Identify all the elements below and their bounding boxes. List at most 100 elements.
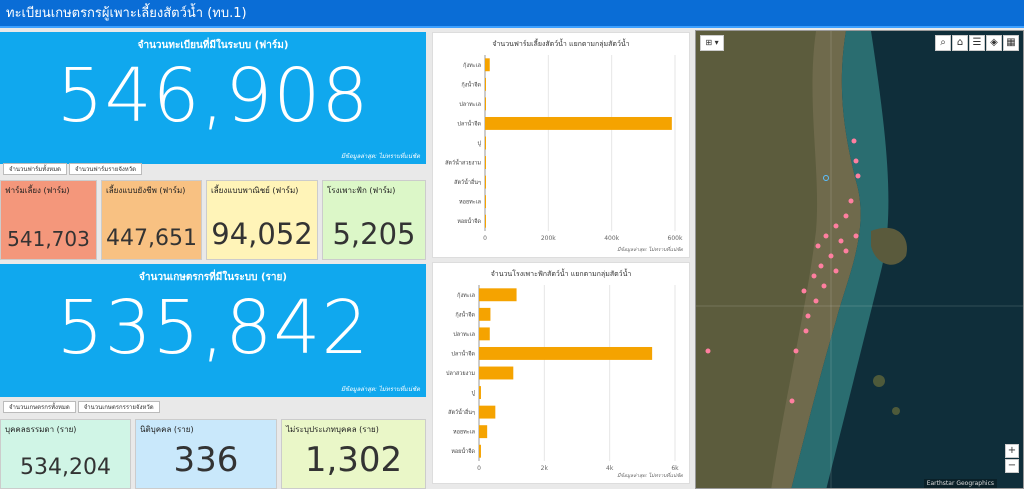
satellite-basemap[interactable] [696,31,1024,489]
farmers-card-0: บุคคลธรรมดา (ราย) 534,204 [0,419,131,489]
card-label: ฟาร์มเลี้ยง (ฟาร์ม) [5,186,70,195]
farm-total-note: มีข้อมูลล่าสุด: ไม่ทราบที่แน่ชัด [340,153,420,160]
bar[interactable] [479,327,490,341]
bar[interactable] [479,425,488,439]
map-view[interactable]: ⊞ ▾ ⌕ ⌂ ☰ ◈ ▦ + − Earthstar Geographics [695,30,1024,489]
bar[interactable] [485,214,486,228]
y-tick-label: สัตว์น้ำสวยงาม [445,159,481,167]
x-tick-label: 400k [604,235,619,242]
y-tick-label: สัตว์น้ำอื่นๆ [448,408,475,416]
x-tick-label: 600k [668,235,683,242]
farm-total-value: 546,908 [56,53,370,139]
chart-title: จำนวนโรงเพาะฟักสัตว์น้ำ แยกตามกลุ่มสัตว์… [490,270,632,278]
y-tick-label: ปลาทะเล [459,101,481,108]
y-tick-label: หอยน้ำจืด [451,447,475,455]
farmer-tabs: จำนวนเกษตรกรทั้งหมด จำนวนเกษตรกรรายจังหว… [3,401,160,413]
map-select-button[interactable]: ⊞ ▾ [700,35,724,51]
bar[interactable] [485,116,672,130]
chart-title: จำนวนฟาร์มเลี้ยงสัตว์น้ำ แยกตามกลุ่มสัตว… [492,40,630,48]
chart-note: มีข้อมูลล่าสุด: ไม่ทราบที่แน่ชัด [617,473,683,479]
chart-plot: 0 2k 4k 6k กุ้งทะเลกุ้งน้ำจืดปลาทะเลปลาน้ำจื… [446,285,679,472]
x-tick-label: 200k [541,235,556,242]
x-tick-label: 0 [483,235,487,242]
chart-note: มีข้อมูลล่าสุด: ไม่ทราบที่แน่ชัด [617,247,683,253]
bar[interactable] [479,444,481,458]
farms-card-1: เลี้ยงแบบยังชีพ (ฟาร์ม) 447,651 [101,180,202,260]
y-tick-label: สัตว์น้ำอื่นๆ [454,178,481,186]
bar[interactable] [485,136,486,150]
map-attribution: Earthstar Geographics [923,479,997,488]
card-value: 534,204 [20,455,111,480]
x-tick-label: 2k [541,465,549,472]
bar[interactable] [485,156,486,170]
x-tick-label: 4k [606,465,614,472]
farmer-total-note: มีข้อมูลล่าสุด: ไม่ทราบที่แน่ชัด [340,386,420,393]
bar[interactable] [479,346,653,360]
home-icon[interactable]: ⌂ [952,35,968,51]
farm-total-title: จำนวนทะเบียนที่มีในระบบ (ฟาร์ม) [137,40,289,51]
y-tick-label: ปู [478,140,482,147]
farm-total-panel: จำนวนทะเบียนที่มีในระบบ (ฟาร์ม) 546,908 … [0,32,426,164]
y-tick-label: ปลาน้ำจืด [451,349,475,357]
x-tick-label: 0 [477,465,481,472]
bar[interactable] [479,307,491,321]
card-value: 94,052 [211,217,313,251]
y-tick-label: ปู [472,390,476,397]
bar[interactable] [479,405,496,419]
card-value: 336 [173,440,239,480]
card-label: บุคคลธรรมดา (ราย) [5,425,77,434]
search-icon[interactable]: ⌕ [935,35,951,51]
farmers-card-1: นิติบุคคล (ราย) 336 [135,419,277,489]
y-tick-label: ปลาสวยงาม [446,370,475,377]
y-tick-label: ปลาทะเล [453,331,475,338]
farmer-total-title: จำนวนเกษตรกรที่มีในระบบ (ราย) [139,272,287,283]
bar[interactable] [479,288,517,302]
zoom-out-button[interactable]: − [1005,459,1019,473]
y-tick-label: หอยทะเล [453,430,475,436]
card-value: 541,703 [7,227,90,251]
basemap-icon[interactable]: ▦ [1003,35,1019,51]
card-label: นิติบุคคล (ราย) [140,425,194,434]
farmer-total-panel: จำนวนเกษตรกรที่มีในระบบ (ราย) 535,842 มี… [0,264,426,397]
bar[interactable] [485,77,486,91]
layers-icon[interactable]: ◈ [986,35,1002,51]
y-tick-label: กุ้งน้ำจืด [455,310,475,318]
bar[interactable] [485,175,486,189]
tab-farms-by-province[interactable]: จำนวนฟาร์มรายจังหวัด [68,163,142,175]
card-value: 1,302 [304,440,403,480]
tab-farmers-by-province[interactable]: จำนวนเกษตรกรรายจังหวัด [77,401,160,413]
card-label: โรงเพาะฟัก (ฟาร์ม) [327,186,396,195]
card-label: ไม่ระบุประเภทบุคคล (ราย) [286,425,379,434]
y-tick-label: หอยทะเล [459,200,481,206]
bar[interactable] [479,366,514,380]
farmer-total-value: 535,842 [56,285,370,371]
y-tick-label: ปลาน้ำจืด [457,119,481,127]
card-label: เลี้ยงแบบพาณิชย์ (ฟาร์ม) [211,186,299,195]
card-value: 447,651 [106,226,197,251]
hatchery-species-chart: จำนวนโรงเพาะฟักสัตว์น้ำ แยกตามกลุ่มสัตว์… [432,262,690,484]
y-tick-label: กุ้งน้ำจืด [461,80,481,88]
zoom-in-button[interactable]: + [1005,444,1019,458]
farms-card-2: เลี้ยงแบบพาณิชย์ (ฟาร์ม) 94,052 [206,180,318,260]
farm-species-chart: จำนวนฟาร์มเลี้ยงสัตว์น้ำ แยกตามกลุ่มสัตว… [432,32,690,258]
farm-tabs: จำนวนฟาร์มทั้งหมด จำนวนฟาร์มรายจังหวัด [3,163,142,175]
bar[interactable] [479,386,481,400]
tab-all-farms[interactable]: จำนวนฟาร์มทั้งหมด [3,163,67,175]
y-tick-label: กุ้งทะเล [457,292,475,299]
farms-card-3: โรงเพาะฟัก (ฟาร์ม) 5,205 [322,180,426,260]
list-icon[interactable]: ☰ [969,35,985,51]
bar[interactable] [485,195,486,209]
tab-all-farmers[interactable]: จำนวนเกษตรกรทั้งหมด [3,401,76,413]
page-title: ทะเบียนเกษตรกรผู้เพาะเลี้ยงสัตว์น้ำ (ทบ.… [0,0,1024,28]
bar[interactable] [485,58,490,72]
card-value: 5,205 [332,217,416,251]
y-tick-label: หอยน้ำจืด [457,217,481,225]
card-label: เลี้ยงแบบยังชีพ (ฟาร์ม) [106,186,186,195]
y-tick-label: กุ้งทะเล [463,62,481,69]
chart-plot: 0 200k 400k 600k กุ้งทะเลกุ้งน้ำจืดปลาทะเลปล… [445,55,683,242]
x-tick-label: 6k [671,465,679,472]
farms-card-0: ฟาร์มเลี้ยง (ฟาร์ม) 541,703 [0,180,97,260]
farmers-card-2: ไม่ระบุประเภทบุคคล (ราย) 1,302 [281,419,426,489]
bar[interactable] [485,97,486,111]
